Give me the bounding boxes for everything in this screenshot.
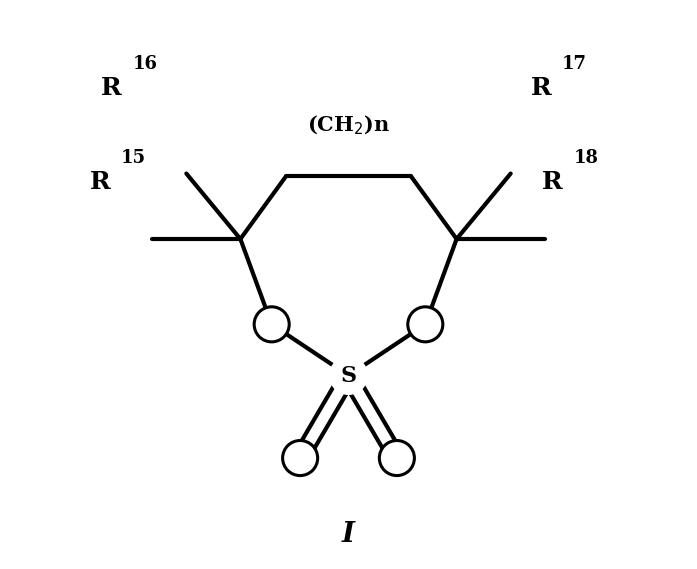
Text: R: R [530,76,551,100]
Text: 18: 18 [573,149,598,167]
Circle shape [282,440,318,476]
Circle shape [408,307,443,342]
Text: (CH$_2$)n: (CH$_2$)n [307,113,390,137]
Text: R: R [542,170,562,194]
Text: R: R [90,170,110,194]
Text: 15: 15 [121,149,146,167]
Circle shape [379,440,415,476]
Text: S: S [340,365,357,386]
Text: I: I [342,521,355,549]
Circle shape [330,357,367,394]
Circle shape [254,307,289,342]
Text: 16: 16 [132,55,158,73]
Text: R: R [101,76,122,100]
Text: 17: 17 [562,55,587,73]
